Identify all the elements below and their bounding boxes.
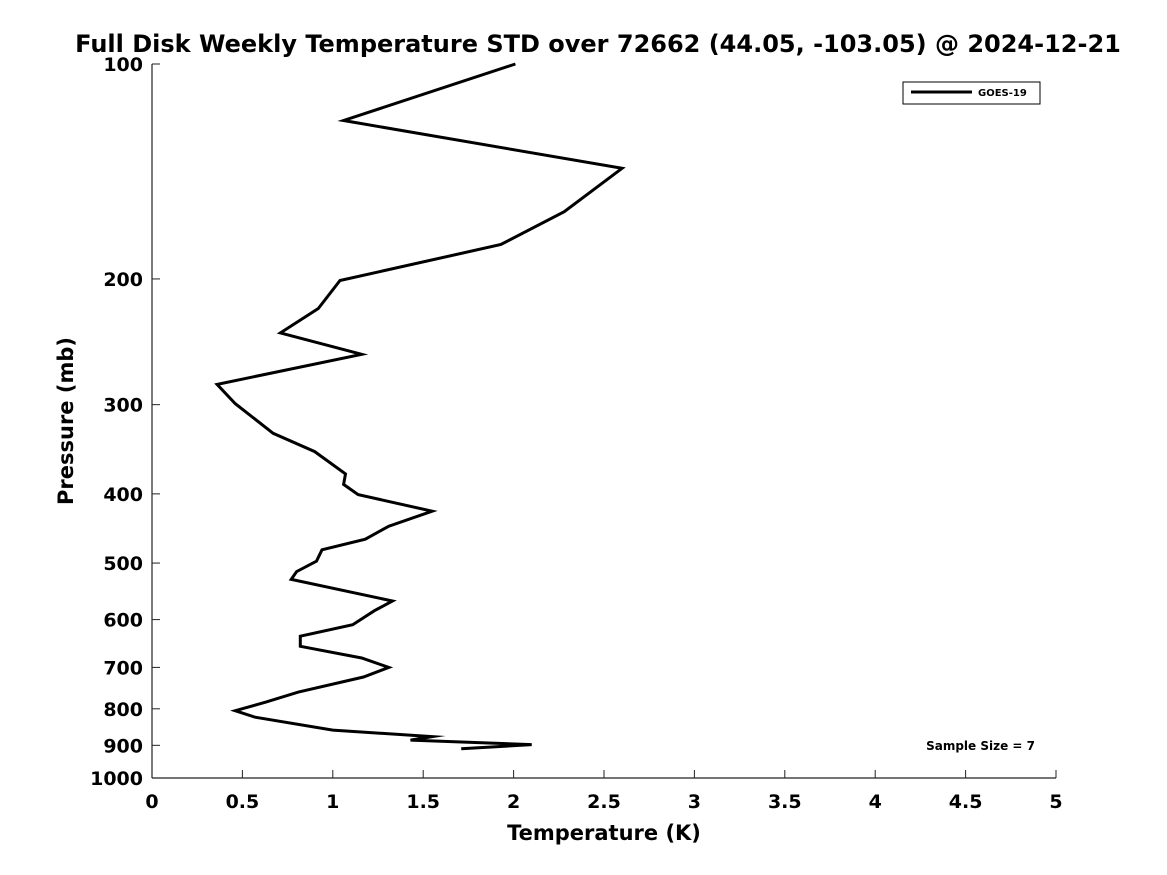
x-tick-label: 2.5 xyxy=(587,791,621,813)
x-tick-group: 0 0.5 1 1.5 2 2.5 3 3.5 4 4.5 5 xyxy=(145,770,1063,813)
series-layer xyxy=(214,62,626,751)
x-axis-label: Temperature (K) xyxy=(507,821,701,845)
chart-title: Full Disk Weekly Temperature STD over 72… xyxy=(75,30,1121,58)
x-tick-label: 4 xyxy=(869,791,882,813)
x-tick-label: 3.5 xyxy=(768,791,802,813)
x-tick-label: 1.5 xyxy=(406,791,440,813)
y-tick-label: 200 xyxy=(103,269,143,291)
x-tick-label: 3 xyxy=(688,791,701,813)
y-tick-label: 500 xyxy=(103,553,143,575)
y-tick-label: 900 xyxy=(103,735,143,757)
y-tick-label: 600 xyxy=(103,610,143,632)
series-line-goes-19 xyxy=(214,62,626,751)
y-tick-label: 700 xyxy=(103,657,143,679)
x-tick-label: 1 xyxy=(326,791,339,813)
x-tick-label: 4.5 xyxy=(949,791,983,813)
x-tick-label: 5 xyxy=(1049,791,1062,813)
y-tick-label: 400 xyxy=(103,484,143,506)
y-tick-group: 100 200 300 400 500 600 700 800 900 1000 xyxy=(90,54,160,790)
y-tick-label: 100 xyxy=(103,54,143,76)
sample-size-annotation: Sample Size = 7 xyxy=(926,739,1035,753)
y-axis-label: Pressure (mb) xyxy=(54,337,78,505)
y-tick-label: 1000 xyxy=(90,768,143,790)
legend: GOES-19 xyxy=(902,81,1041,105)
x-tick-label: 2 xyxy=(507,791,520,813)
x-tick-label: 0 xyxy=(145,791,158,813)
legend-label: GOES-19 xyxy=(978,88,1027,99)
y-tick-label: 800 xyxy=(103,699,143,721)
x-tick-label: 0.5 xyxy=(226,791,260,813)
y-tick-label: 300 xyxy=(103,395,143,417)
